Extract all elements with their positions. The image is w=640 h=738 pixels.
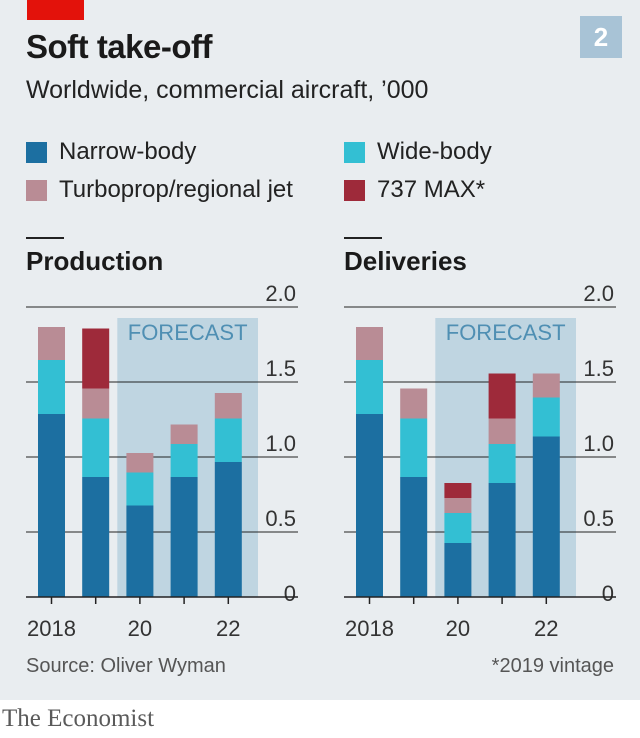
- production-ytick-label-1.0: 1.0: [265, 431, 296, 456]
- legend-label-turboprop: Turboprop/regional jet: [59, 176, 293, 203]
- deliveries-bar-2020-wide: [444, 513, 472, 543]
- production-bar-2022-wide: [214, 418, 242, 462]
- production-xtick-label-2022: 22: [216, 616, 240, 641]
- production-bar-2020-narrow: [126, 505, 154, 597]
- legend-swatch-wide-body: [344, 141, 365, 163]
- production-forecast-label: FORECAST: [128, 320, 248, 345]
- deliveries-bar-2018-wide: [356, 360, 383, 414]
- production-bar-2022-turbo: [214, 393, 242, 419]
- deliveries-ytick-label-1.0: 1.0: [583, 431, 614, 456]
- charts-svg: Production FORECAST 0 0.5 1.0 1.5 2.0 2018 20 22 D…: [26, 237, 616, 641]
- production-bar-2018-turbo: [38, 327, 65, 360]
- production-ytick-label-1.5: 1.5: [265, 356, 296, 381]
- legend-swatch-turboprop: [26, 179, 47, 201]
- chart-title: Soft take-off: [26, 28, 213, 65]
- deliveries-bar-2020-narrow: [444, 543, 472, 597]
- deliveries-ytick-label-1.5: 1.5: [583, 356, 614, 381]
- legend-swatch-narrow-body: [26, 141, 47, 163]
- deliveries-ytick-label-0: 0: [602, 581, 614, 606]
- deliveries-bar-2019-narrow: [400, 477, 428, 597]
- economist-wordmark: The Economist: [2, 705, 155, 732]
- deliveries-xtick-label-2018: 2018: [345, 616, 394, 641]
- production-ytick-label-0.5: 0.5: [265, 506, 296, 531]
- legend-item-turboprop: Turboprop/regional jet: [26, 176, 293, 204]
- legend-label-737-max: 737 MAX*: [377, 176, 486, 203]
- deliveries-bar-2021-turbo: [488, 418, 516, 444]
- legend-label-wide-body: Wide-body: [377, 138, 492, 165]
- chart-number-badge: 2: [580, 16, 622, 58]
- production-bar-2020-wide: [126, 472, 154, 506]
- deliveries-panel-title: Deliveries: [344, 246, 467, 276]
- chart-subtitle: Worldwide, commercial aircraft, ’000: [26, 76, 429, 104]
- deliveries-bar-2022-wide: [532, 397, 560, 437]
- deliveries-bar-2021-max: [488, 373, 516, 419]
- source-note: Source: Oliver Wyman: [26, 655, 226, 677]
- production-bar-2022-narrow: [214, 462, 242, 597]
- deliveries-ytick-label-0.5: 0.5: [583, 506, 614, 531]
- footnote: *2019 vintage: [491, 655, 614, 677]
- deliveries-bar-2021-narrow: [488, 483, 516, 597]
- deliveries-ytick-label-2.0: 2.0: [583, 281, 614, 306]
- production-bar-2019-narrow: [82, 477, 110, 597]
- legend-swatch-737-max: [344, 179, 365, 201]
- production-bar-2019-wide: [82, 418, 110, 477]
- deliveries-xtick-label-2020: 20: [446, 616, 470, 641]
- production-bar-2021-turbo: [170, 424, 198, 444]
- deliveries-forecast-label: FORECAST: [446, 320, 566, 345]
- production-xtick-label-2018: 2018: [27, 616, 76, 641]
- deliveries-bar-2020-max: [444, 483, 472, 498]
- legend-label-narrow-body: Narrow-body: [59, 138, 197, 165]
- production-bar-2019-max: [82, 328, 110, 389]
- production-bar-2021-narrow: [170, 477, 198, 597]
- deliveries-bar-2022-narrow: [532, 436, 560, 597]
- deliveries-xtick-label-2022: 22: [534, 616, 558, 641]
- production-panel-title: Production: [26, 246, 163, 276]
- deliveries-bar-2020-turbo: [444, 498, 472, 513]
- production-ytick-label-2.0: 2.0: [265, 281, 296, 306]
- deliveries-bar-2018-turbo: [356, 327, 383, 360]
- economist-red-tag: [27, 0, 84, 20]
- legend-item-wide-body: Wide-body: [344, 138, 492, 166]
- legend-item-737-max: 737 MAX*: [344, 176, 485, 204]
- production-bar-2019-turbo: [82, 388, 110, 419]
- production-bar-2020-turbo: [126, 453, 154, 473]
- legend-item-narrow-body: Narrow-body: [26, 138, 196, 166]
- deliveries-bar-2018-narrow: [356, 414, 383, 597]
- production-bar-2021-wide: [170, 444, 198, 477]
- deliveries-bar-2019-turbo: [400, 388, 428, 419]
- deliveries-bar-2019-wide: [400, 418, 428, 477]
- production-bar-2018-wide: [38, 360, 65, 414]
- production-ytick-label-0: 0: [284, 581, 296, 606]
- production-xtick-label-2020: 20: [128, 616, 152, 641]
- deliveries-bar-2022-turbo: [532, 373, 560, 398]
- production-bar-2018-narrow: [38, 414, 65, 597]
- deliveries-bar-2021-wide: [488, 444, 516, 483]
